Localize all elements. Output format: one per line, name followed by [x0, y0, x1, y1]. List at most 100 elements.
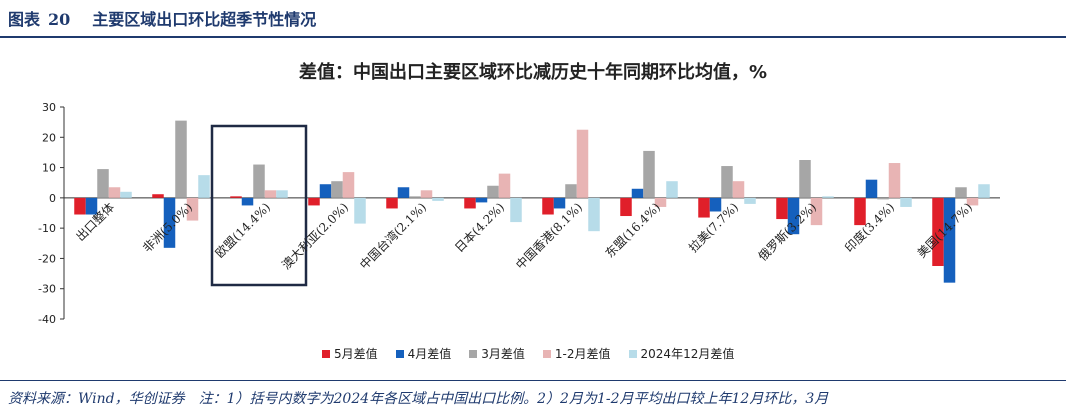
- legend-item: 5月差值: [322, 345, 378, 362]
- bar: [409, 196, 421, 198]
- bar: [74, 197, 86, 215]
- bar: [787, 197, 800, 235]
- bar: [865, 179, 878, 198]
- bar: [732, 181, 745, 198]
- bar: [854, 197, 866, 226]
- bar: [475, 197, 488, 203]
- figure-label: 图表: [8, 10, 41, 29]
- bar: [620, 197, 632, 217]
- legend-swatch: [469, 349, 478, 358]
- footer-rule: [0, 380, 1066, 381]
- bar: [230, 196, 242, 198]
- footer: 资料来源：Wind，华创证券 注：1）括号内数字为2024年各区域占中国出口比例。…: [8, 388, 828, 408]
- bar: [152, 194, 164, 198]
- legend-item: 4月差值: [395, 345, 452, 362]
- bar: [799, 160, 811, 198]
- chart-title: 差值：中国出口主要区域环比减历史十年同期环比均值，%: [298, 62, 768, 83]
- bar: [420, 190, 433, 198]
- bar: [175, 120, 187, 198]
- bar: [654, 197, 667, 207]
- bar: [877, 197, 889, 200]
- y-tick-label: 10: [42, 162, 56, 175]
- bar: [464, 197, 476, 209]
- legend-label: 1-2月差值: [554, 347, 611, 361]
- bar: [966, 197, 979, 206]
- bar: [264, 190, 277, 198]
- legend-label: 2024年12月差值: [640, 347, 735, 361]
- chart-legend: 5月差值 4月差值 3月差值 1-2月差值 2024年12月差值: [322, 345, 734, 362]
- bar: [721, 166, 733, 198]
- bar: [198, 175, 210, 198]
- bar: [709, 197, 722, 212]
- bar: [432, 197, 444, 201]
- bar: [900, 197, 912, 207]
- highlight-box: [210, 124, 308, 287]
- bar: [510, 197, 522, 223]
- bar: [698, 197, 710, 218]
- x-category-label: 中国台湾(2.1%): [356, 199, 429, 272]
- bar: [487, 185, 499, 198]
- bar: [643, 150, 655, 198]
- bar: [588, 197, 600, 232]
- legend-swatch: [395, 349, 404, 358]
- bar: [120, 191, 132, 198]
- bar: [498, 173, 511, 198]
- bar: [308, 197, 320, 206]
- bar: [97, 169, 109, 198]
- legend-swatch: [322, 349, 330, 358]
- legend-label: 3月差值: [481, 347, 525, 361]
- x-category-label: 欧盟(14.4%): [213, 200, 273, 260]
- bar: [955, 187, 967, 198]
- bar: [386, 197, 398, 209]
- bar: [253, 164, 265, 198]
- legend-label: 5月差值: [334, 347, 378, 361]
- y-tick-label: -40: [38, 313, 56, 326]
- figure-title: 主要区域出口环比超季节性情况: [92, 10, 317, 29]
- bar: [186, 197, 199, 221]
- bar: [342, 172, 355, 198]
- x-category-label: 澳大利亚(2.0%): [279, 200, 351, 272]
- y-tick-label: 20: [42, 131, 56, 144]
- bar: [943, 197, 956, 283]
- figure-number: 20: [48, 10, 71, 29]
- x-category-label: 日本(4.2%): [452, 200, 507, 255]
- bar: [810, 197, 823, 226]
- bar: [397, 187, 410, 198]
- bar: [85, 197, 98, 215]
- y-tick-label: -20: [38, 252, 56, 265]
- header-rule: [0, 36, 1066, 38]
- legend-swatch: [628, 349, 637, 358]
- bar: [108, 187, 121, 198]
- bar: [565, 184, 577, 198]
- x-category-label: 东盟(16.4%): [603, 200, 663, 260]
- bar: [553, 197, 566, 209]
- legend-label: 4月差值: [407, 347, 452, 361]
- x-category-label: 印度(3.4%): [841, 199, 897, 255]
- bar: [276, 190, 288, 198]
- y-tick-label: -10: [38, 222, 56, 235]
- bar: [744, 197, 756, 204]
- source-text: 资料来源：Wind，华创证券: [8, 391, 185, 407]
- bar: [932, 197, 944, 266]
- bar: [631, 188, 644, 198]
- legend-item: 1-2月差值: [542, 345, 611, 362]
- legend-item: 3月差值: [469, 345, 525, 362]
- bar: [163, 197, 176, 248]
- bar: [331, 181, 343, 198]
- bar: [319, 184, 332, 198]
- bar: [666, 181, 678, 198]
- bar: [776, 197, 788, 220]
- y-tick-label: -30: [38, 283, 56, 296]
- note-text: 注：1）括号内数字为2024年各区域占中国出口比例。2）2月为1-2月平均出口较…: [198, 391, 829, 407]
- bar: [576, 129, 589, 198]
- bar: [888, 163, 901, 198]
- bar: [822, 196, 834, 198]
- bar: [542, 197, 554, 215]
- y-tick-label: 30: [42, 101, 56, 114]
- bar: [354, 197, 366, 224]
- legend-item: 2024年12月差值: [628, 345, 735, 362]
- figure-header: 图表 20 主要区域出口环比超季节性情况: [8, 6, 316, 30]
- y-tick-label: 0: [49, 192, 56, 205]
- legend-swatch: [542, 349, 551, 358]
